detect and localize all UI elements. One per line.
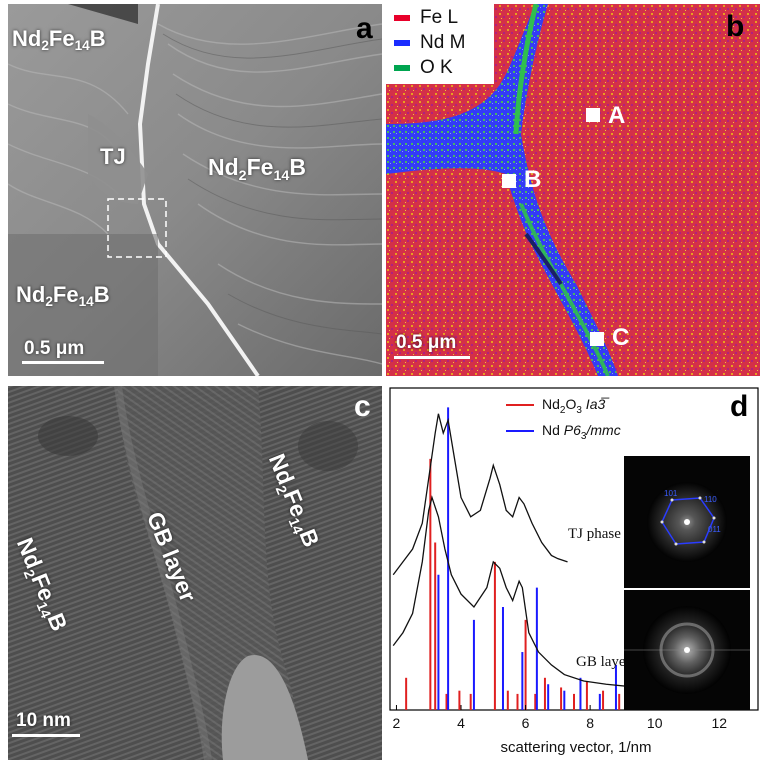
fft-gb-pattern	[624, 590, 750, 710]
point-c-label: C	[612, 324, 630, 351]
panel-a-scale-bar	[22, 361, 104, 364]
panel-c-micrograph	[8, 386, 382, 760]
panel-d-chart: 2 4 6 8 10 12 scattering vector, 1/nm TJ phas…	[386, 386, 768, 766]
fft-inset-gb	[624, 590, 750, 710]
x-tick-label-12: 12	[711, 715, 727, 731]
x-axis-label: scattering vector, 1/nm	[501, 739, 652, 756]
panel-a-label-top-left: Nd2Fe14B	[12, 26, 106, 54]
panel-a-scale-label: 0.5 μm	[24, 338, 85, 359]
point-a-marker	[586, 108, 600, 122]
x-tick-label-4: 4	[457, 715, 465, 731]
panel-b-scale-bar	[394, 356, 470, 359]
panel-b-letter: b	[726, 10, 745, 43]
legend-fe: Fe L	[394, 7, 458, 29]
panel-c-scale-label: 10 nm	[16, 710, 71, 731]
point-b-marker	[502, 174, 516, 188]
point-a-label: A	[608, 102, 626, 129]
panel-b-legend: Fe L Nd M O K	[386, 4, 494, 84]
legend-nd: Nd P63/mmc	[506, 422, 621, 442]
panel-d-legend: Nd2O3 Ia3̅ Nd P63/mmc	[506, 396, 621, 442]
fft-inset-tj: 101 110 011	[624, 456, 750, 588]
x-tick-label-2: 2	[393, 715, 401, 731]
series-line-tj-phase	[392, 413, 568, 576]
panel-a-label-tj: TJ	[100, 144, 126, 169]
panel-a-label-bottom-left: Nd2Fe14B	[16, 282, 110, 310]
panel-b-eds-map: Fe L Nd M O K A B C 0.5 μm b	[386, 4, 760, 376]
point-b-label: B	[524, 166, 542, 193]
panel-c-scale-bar	[12, 734, 80, 737]
panel-a-micrograph	[8, 4, 382, 376]
panel-b-scale-label: 0.5 μm	[396, 332, 457, 353]
panel-a-sem-image: Nd2Fe14B TJ Nd2Fe14B Nd2Fe14B 0.5 μm a	[8, 4, 382, 376]
fft-index-101: 101	[664, 489, 678, 498]
x-tick-label-8: 8	[586, 715, 594, 731]
panel-c-letter: c	[354, 390, 371, 423]
panel-c-hrtem-image: GB layer Nd2Fe14B Nd2Fe14B 10 nm c	[8, 386, 382, 760]
panel-a-label-right: Nd2Fe14B	[208, 154, 306, 184]
fft-index-011: 011	[708, 525, 721, 534]
x-tick-label-6: 6	[522, 715, 530, 731]
panel-d-letter: d	[730, 390, 749, 423]
legend-o: O K	[394, 57, 453, 79]
legend-nd2o3: Nd2O3 Ia3̅	[506, 396, 621, 416]
point-c-marker	[590, 332, 604, 346]
x-tick-label-10: 10	[647, 715, 663, 731]
panel-a-letter: a	[356, 12, 373, 45]
panel-b-elemental-map	[386, 4, 760, 376]
fft-tj-pattern: 101 110 011	[624, 456, 750, 588]
curve-label-tj: TJ phase	[568, 526, 621, 542]
legend-nd: Nd M	[394, 32, 465, 54]
series-line-gb-layer	[392, 495, 671, 692]
fft-index-110: 110	[704, 495, 717, 504]
curve-label-gb: GB layer	[576, 654, 631, 670]
